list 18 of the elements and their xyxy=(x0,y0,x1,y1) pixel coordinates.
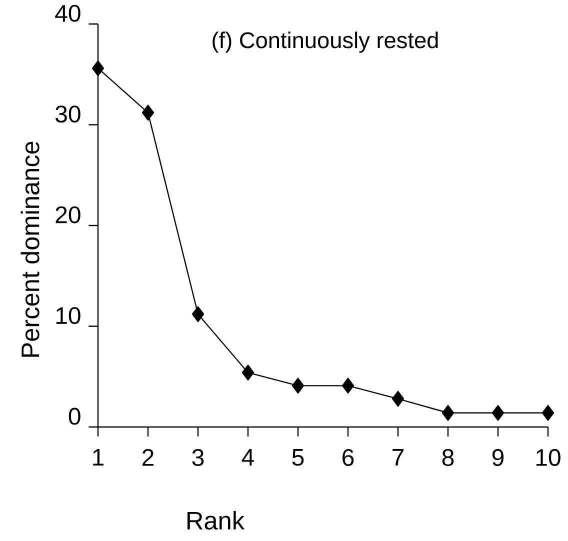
x-tick-label: 4 xyxy=(242,449,254,466)
y-tick-label: 10 xyxy=(56,307,80,324)
x-tick-label: 5 xyxy=(292,449,304,466)
x-tick-label: 6 xyxy=(342,449,354,466)
x-tick-label: 7 xyxy=(392,449,404,466)
x-tick-label: 2 xyxy=(142,449,154,466)
x-tick-label: 8 xyxy=(442,449,454,466)
chart-title: (f) Continuously rested xyxy=(212,32,438,53)
x-tick-label: 1 xyxy=(93,449,104,466)
y-tick-label: 0 xyxy=(68,408,80,425)
y-tick-label: 40 xyxy=(55,4,80,22)
y-tick-label: 30 xyxy=(56,106,80,123)
y-tick-label: 20 xyxy=(56,206,80,224)
x-tick-label: 10 xyxy=(536,449,560,466)
x-tick-label: 9 xyxy=(492,449,504,466)
x-axis-title: Rank xyxy=(188,511,245,530)
y-axis-title: Percent dominance xyxy=(20,142,40,357)
x-tick-label: 3 xyxy=(192,449,204,466)
